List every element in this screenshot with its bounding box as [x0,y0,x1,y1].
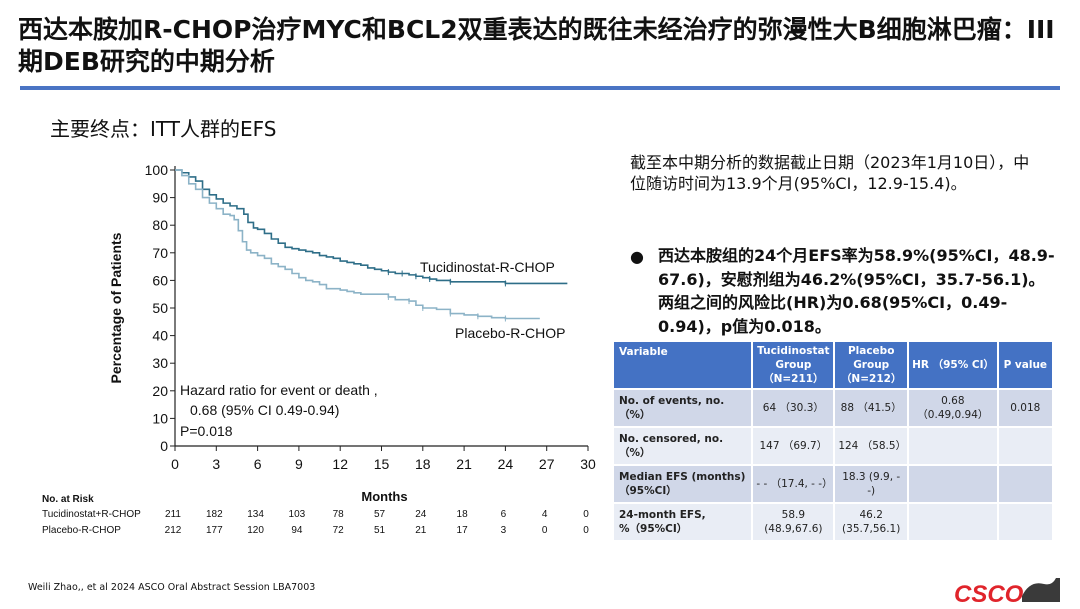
x-tick-label: 9 [295,456,303,472]
table-row: Median EFS (months)（95%CI） - - （17.4, - … [614,466,1052,502]
at-risk-value: 94 [291,525,303,536]
at-risk-value: 182 [206,509,223,520]
x-axis-label: Months [361,489,407,504]
table-cell [909,504,997,540]
table-cell: - - （17.4, - -） [753,466,834,502]
km-curve-placebo [175,169,540,320]
table-cell [998,428,1052,464]
y-tick-label: 30 [152,355,168,371]
at-risk-value: 0 [542,525,548,536]
at-risk-value: 211 [165,509,181,520]
at-risk-value: 72 [333,525,345,536]
table-cell: 147 （69.7） [753,428,834,464]
y-tick-label: 60 [152,272,168,288]
x-tick-label: 21 [456,456,472,472]
table-cell: 46.2 (35.7,56.1) [835,504,908,540]
series-label-tucidinostat: Tucidinostat-R-CHOP [420,259,555,275]
at-risk-value: 103 [289,509,306,520]
table-cell: No. censored, no.（%） [614,428,752,464]
efs-bullet-text: 西达本胺组的24个月EFS率为58.9%(95%CI，48.9-67.6)，安慰… [658,246,1055,336]
efs-table: Variable Tucidinostat Group （N=211） Plac… [612,340,1054,542]
at-risk-value: 24 [415,509,427,520]
table-cell: 24-month EFS, %（95%CI） [614,504,752,540]
table-header-cell: P value [998,342,1052,388]
csco-logo: CSCO [954,578,1060,606]
logo-text: CSCO [954,581,1024,606]
at-risk-value: 21 [415,525,427,536]
at-risk-value: 4 [542,509,548,520]
y-axis-label: Percentage of Patients [108,232,124,383]
at-risk-value: 51 [374,525,386,536]
title-divider [20,86,1060,90]
at-risk-value: 17 [457,525,469,536]
table-cell: 88 （41.5） [835,390,908,426]
great-wall-icon [1022,578,1060,602]
y-tick-label: 80 [152,217,168,233]
table-cell: 64 （30.3） [753,390,834,426]
bullet-dot-icon: ● [630,247,644,266]
at-risk-value: 0 [583,525,589,536]
table-header-row: Variable Tucidinostat Group （N=211） Plac… [614,342,1052,388]
table-header-cell: HR （95% CI） [909,342,997,388]
hazard-ratio-line1: Hazard ratio for event or death , [180,382,378,398]
y-tick-label: 100 [145,162,169,178]
at-risk-value: 57 [374,509,386,520]
at-risk-value: 0 [583,509,589,520]
y-tick-label: 20 [152,383,168,399]
table-header-cell: Tucidinostat Group （N=211） [753,342,834,388]
y-tick-label: 0 [160,438,168,454]
table-cell: 18.3 (9.9, - -) [835,466,908,502]
table-cell: Median EFS (months)（95%CI） [614,466,752,502]
x-tick-label: 18 [415,456,431,472]
x-tick-label: 30 [580,456,596,472]
y-tick-label: 70 [152,245,168,261]
km-curve-tucidinostat [175,169,568,285]
table-cell [998,466,1052,502]
at-risk-value: 134 [247,509,264,520]
table-cell [909,428,997,464]
y-tick-label: 40 [152,328,168,344]
at-risk-value: 6 [501,509,507,520]
hazard-ratio-line2: 0.68 (95% CI 0.49-0.94) [190,402,339,418]
x-tick-label: 3 [212,456,220,472]
x-tick-label: 0 [171,456,179,472]
efs-bullet: ● 西达本胺组的24个月EFS率为58.9%(95%CI，48.9-67.6)，… [630,244,1060,338]
at-risk-row-label: Placebo-R-CHOP [42,525,121,536]
p-value-label: P=0.018 [180,423,233,439]
table-header-cell: Placebo Group （N=212） [835,342,908,388]
at-risk-value: 177 [206,525,223,536]
x-tick-label: 24 [498,456,514,472]
at-risk-value: 78 [333,509,345,520]
table-row: 24-month EFS, %（95%CI） 58.9 (48.9,67.6) … [614,504,1052,540]
page-title: 西达本胺加R-CHOP治疗MYC和BCL2双重表达的既往未经治疗的弥漫性大B细胞… [18,15,1055,76]
x-tick-label: 27 [539,456,555,472]
at-risk-value: 120 [247,525,264,536]
table-cell [998,504,1052,540]
table-cell: 58.9 (48.9,67.6) [753,504,834,540]
table-cell: 0.018 [998,390,1052,426]
at-risk-row-label: Tucidinostat+R-CHOP [42,509,141,520]
x-tick-label: 6 [254,456,262,472]
series-label-placebo: Placebo-R-CHOP [455,325,565,341]
at-risk-title: No. at Risk [42,494,94,505]
citation-footer: Weili Zhao,, et al 2024 ASCO Oral Abstra… [28,582,316,593]
table-header-cell: Variable [614,342,752,388]
table-cell [909,466,997,502]
y-tick-label: 90 [152,190,168,206]
table-cell: No. of events, no.（%） [614,390,752,426]
cutoff-text: 截至本中期分析的数据截止日期（2023年1月10日），中位随访时间为13.9个月… [630,153,1030,193]
table-cell: 0.68 （0.49,0.94） [909,390,997,426]
y-tick-label: 50 [152,300,168,316]
x-tick-label: 12 [332,456,348,472]
table-row: No. of events, no.（%） 64 （30.3） 88 （41.5… [614,390,1052,426]
at-risk-value: 212 [165,525,182,536]
table-row: No. censored, no.（%） 147 （69.7） 124 （58.… [614,428,1052,464]
table-cell: 124 （58.5） [835,428,908,464]
at-risk-value: 3 [501,525,507,536]
at-risk-value: 18 [457,509,469,520]
x-tick-label: 15 [374,456,390,472]
section-subtitle: 主要终点：ITT人群的EFS [50,117,277,141]
y-tick-label: 10 [152,410,168,426]
